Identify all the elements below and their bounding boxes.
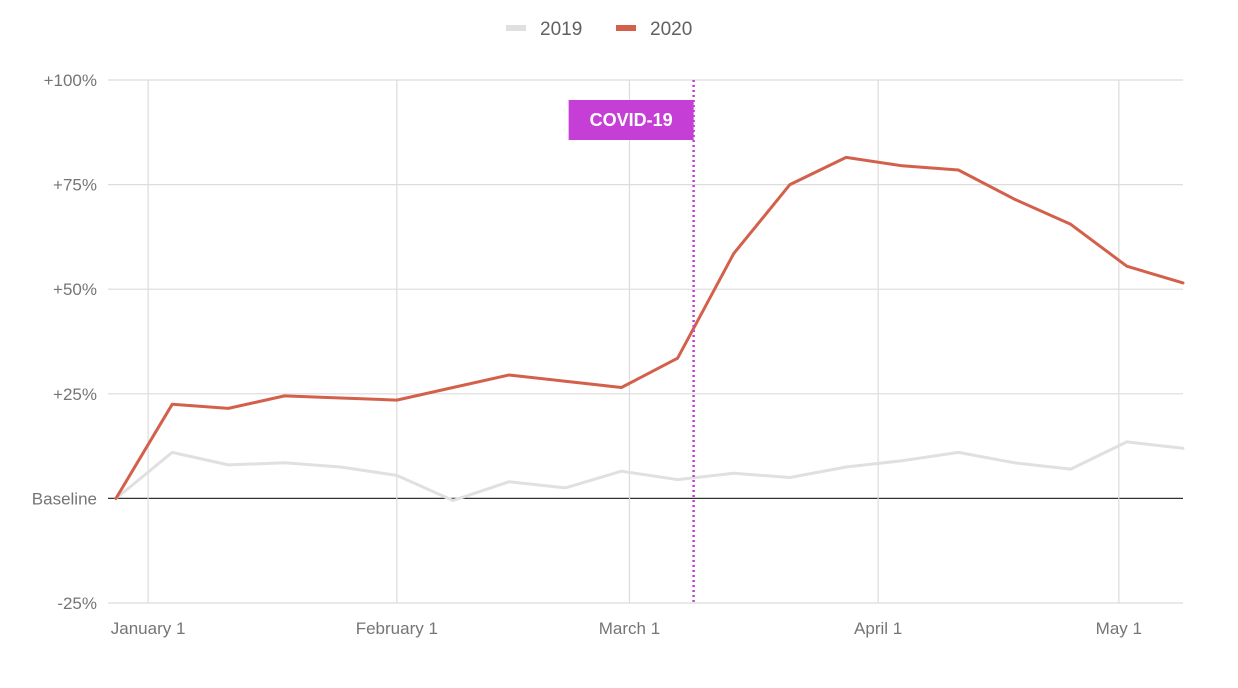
vertical-gridlines: [147, 80, 1120, 603]
legend-label-2019: 2019: [540, 19, 582, 40]
series-line-2019: [114, 440, 1185, 502]
legend-label-2020: 2020: [650, 19, 692, 40]
x-tick-label: May 1: [1096, 619, 1142, 638]
y-tick-label: Baseline: [32, 489, 97, 508]
y-tick-label: +75%: [53, 176, 97, 195]
horizontal-gridlines: [108, 79, 1183, 604]
x-tick-label: February 1: [356, 619, 438, 638]
covid-label: COVID-19: [590, 110, 673, 130]
y-axis-tick-labels: +100% +75% +50% +25% Baseline -25%: [32, 71, 97, 613]
x-tick-label: March 1: [599, 619, 660, 638]
covid-label-box: [568, 100, 694, 140]
annotation: COVID-19: [568, 80, 695, 603]
series-line-2020: [114, 155, 1185, 500]
x-tick-label: January 1: [111, 619, 186, 638]
legend: 2019 2020: [506, 19, 692, 40]
legend-swatch-2019: [506, 25, 526, 31]
series-lines: [114, 155, 1185, 502]
y-tick-label: +50%: [53, 280, 97, 299]
x-tick-label: April 1: [854, 619, 902, 638]
y-tick-label: -25%: [57, 594, 97, 613]
y-tick-label: +25%: [53, 385, 97, 404]
x-axis-tick-labels: January 1 February 1 March 1 April 1 May 1: [111, 619, 1142, 638]
legend-swatch-2020: [616, 25, 636, 31]
y-tick-label: +100%: [44, 71, 97, 90]
